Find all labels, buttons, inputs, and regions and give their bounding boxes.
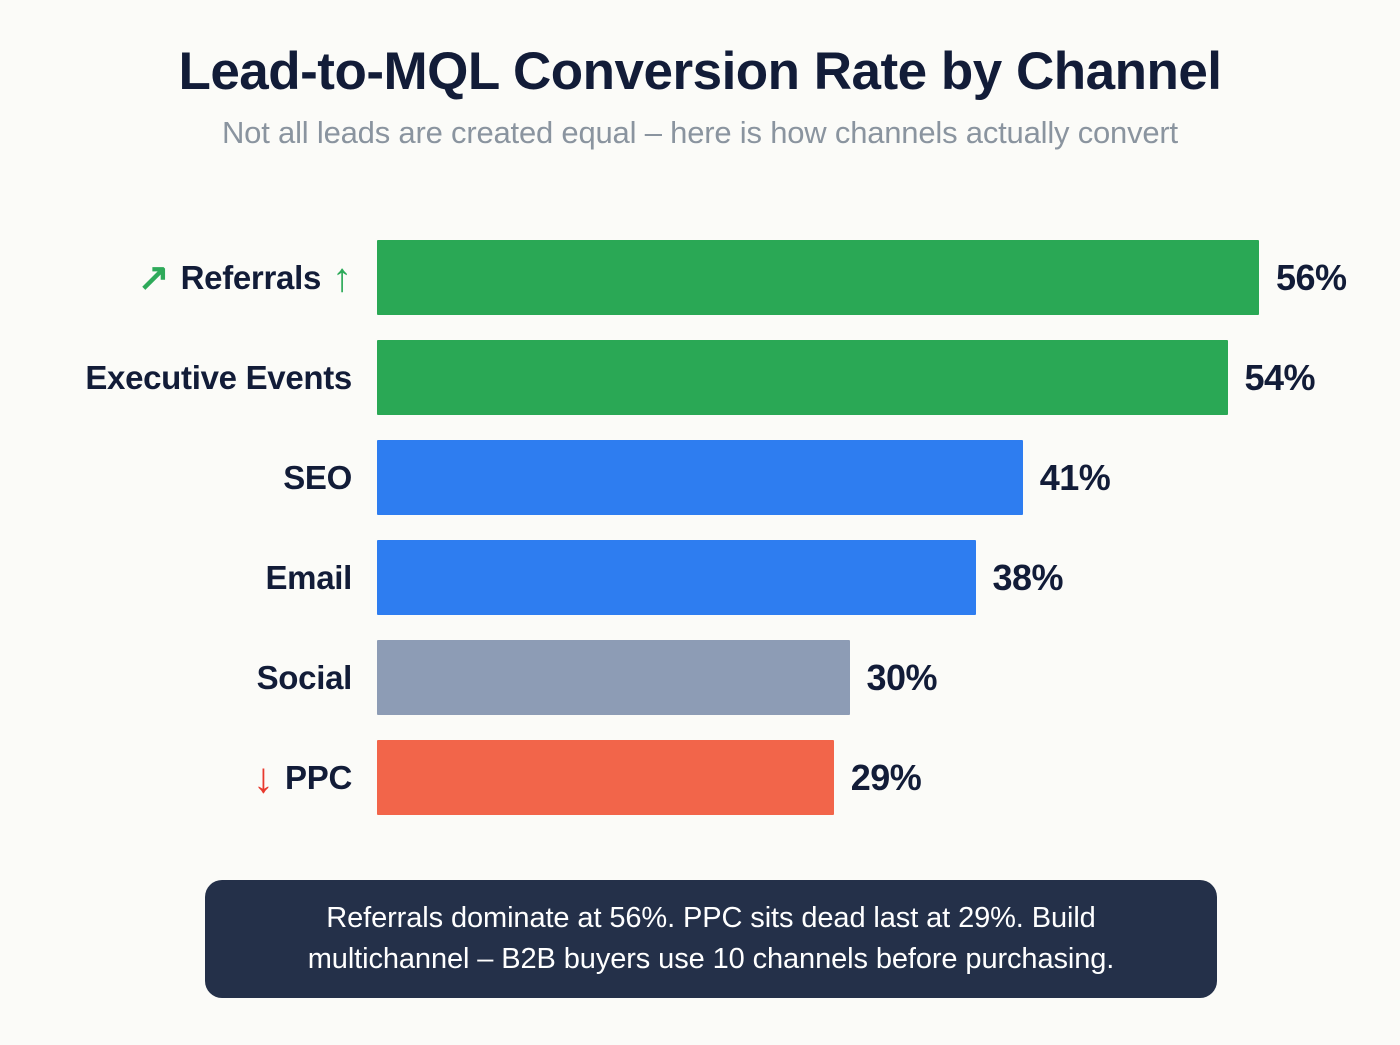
- bar[interactable]: [377, 540, 976, 615]
- bar[interactable]: [377, 740, 834, 815]
- chart-header: Lead-to-MQL Conversion Rate by Channel N…: [0, 42, 1400, 151]
- bar-track: 56%: [377, 240, 1347, 315]
- arrow-up-right-icon: ↗: [137, 256, 170, 299]
- arrow-down-icon: ↓: [253, 753, 275, 801]
- bar-row-label: Email: [0, 540, 352, 615]
- bar-track: 54%: [377, 340, 1316, 415]
- arrow-up-icon: ↑: [332, 255, 352, 300]
- bar-row-label: ↗ Referrals ↑: [0, 240, 352, 315]
- bar-row-label: Executive Events: [0, 340, 352, 415]
- page-subtitle: Not all leads are created equal – here i…: [222, 115, 1178, 151]
- insight-callout-text: Referrals dominate at 56%. PPC sits dead…: [307, 901, 1115, 975]
- bar[interactable]: [377, 640, 850, 715]
- bar-value-label: 41%: [1039, 456, 1111, 498]
- bar[interactable]: [377, 340, 1228, 415]
- bar-track: 41%: [377, 440, 1111, 515]
- bar-row: ↓ PPC 29%: [0, 740, 1400, 815]
- bar-row-label-text: SEO: [283, 458, 352, 496]
- bar-row: Email 38%: [0, 540, 1400, 615]
- bar-row-label: Social: [0, 640, 353, 715]
- bar-track: 30%: [377, 640, 938, 715]
- bar-value-label: 30%: [866, 656, 938, 698]
- bar-value-label: 56%: [1276, 256, 1347, 298]
- bar-row: Executive Events 54%: [0, 340, 1400, 415]
- bar-chart-plot-area: ↗ Referrals ↑ 56% Executive Events 54% SEO 41% E…: [0, 240, 1400, 840]
- bar-row-label-text: Email: [265, 558, 352, 596]
- bar-value-label: 38%: [992, 556, 1064, 598]
- insight-callout: Referrals dominate at 56%. PPC sits dead…: [205, 880, 1217, 998]
- bar-track: 38%: [377, 540, 1064, 615]
- bar[interactable]: [377, 440, 1023, 515]
- bar-row-label: SEO: [0, 440, 352, 515]
- bar[interactable]: [377, 240, 1259, 315]
- bar-row-label-text: PPC: [285, 758, 352, 796]
- bar-row: Social 30%: [0, 640, 1400, 715]
- bar-value-label: 29%: [850, 756, 922, 798]
- bar-row-label: ↓ PPC: [0, 740, 352, 815]
- bar-track: 29%: [377, 740, 922, 815]
- bar-row-label-text: Referrals: [180, 258, 322, 296]
- page-title: Lead-to-MQL Conversion Rate by Channel: [178, 42, 1222, 101]
- bar-row-label-text: Social: [256, 658, 353, 696]
- bar-value-label: 54%: [1244, 356, 1316, 398]
- bar-row: ↗ Referrals ↑ 56%: [0, 240, 1400, 315]
- bar-row-label-text: Executive Events: [85, 358, 352, 396]
- bar-row: SEO 41%: [0, 440, 1400, 515]
